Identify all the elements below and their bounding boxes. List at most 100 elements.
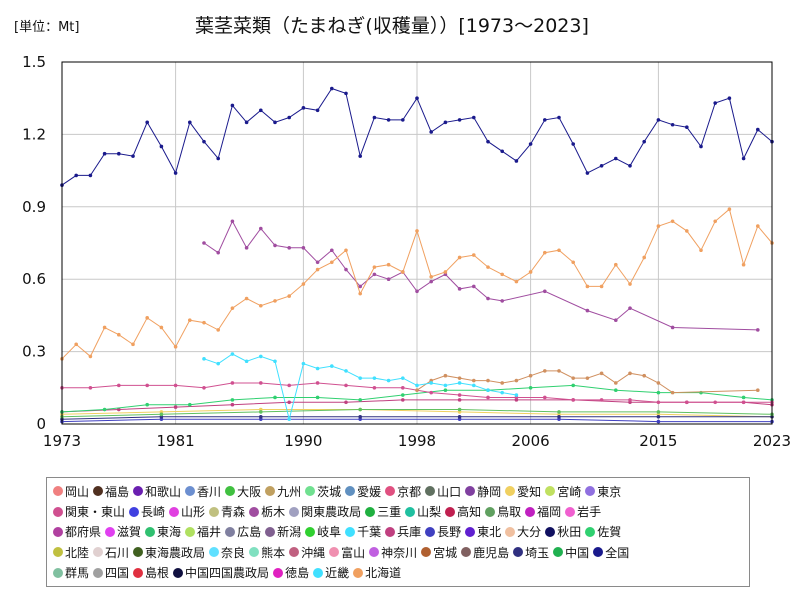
data-point xyxy=(756,127,760,132)
legend-label: 中国 xyxy=(565,545,590,560)
data-point xyxy=(599,371,604,376)
legend-label: 山口 xyxy=(437,484,462,499)
legend-row: 関東・東山 長崎 山形 青森 栃木 関東農政局 三重 山梨 高知 鳥取 福岡 岩手 xyxy=(53,501,749,521)
data-point xyxy=(102,325,107,330)
data-point xyxy=(486,296,490,301)
legend-item: 関東・東山 xyxy=(53,503,125,520)
legend-item: 奈良 xyxy=(209,544,245,561)
data-point xyxy=(699,144,703,149)
data-point xyxy=(259,414,263,419)
legend-item: 和歌山 xyxy=(133,483,181,500)
legend-marker-icon xyxy=(185,486,196,497)
data-point xyxy=(202,139,206,144)
data-point xyxy=(543,395,547,400)
data-point xyxy=(244,120,249,125)
data-point xyxy=(429,274,434,279)
legend-marker-icon xyxy=(273,567,284,578)
data-point xyxy=(429,130,434,134)
data-point xyxy=(571,383,575,388)
data-point xyxy=(472,284,476,289)
data-point xyxy=(401,398,405,402)
legend-marker-icon xyxy=(265,526,276,537)
legend-label: 石川 xyxy=(105,545,130,560)
legend-label: 大分 xyxy=(517,525,542,540)
data-point xyxy=(273,120,277,125)
series-栃木 xyxy=(202,219,760,332)
legend-item: 千葉 xyxy=(345,523,381,540)
data-point xyxy=(244,359,249,364)
legend-marker-icon xyxy=(445,506,456,517)
legend-label: 長野 xyxy=(437,525,462,540)
x-tick-label: 1990 xyxy=(284,432,322,450)
legend-item: 栃木 xyxy=(249,503,285,520)
legend-item: 熊本 xyxy=(249,544,285,561)
legend-label: 群馬 xyxy=(65,566,90,581)
chart-title: 葉茎菜類（たまねぎ(収穫量））[1973～2023] xyxy=(195,15,589,37)
legend-label: 岐阜 xyxy=(317,525,342,540)
data-point xyxy=(230,381,235,385)
data-point xyxy=(358,376,363,380)
data-point xyxy=(457,118,462,122)
data-point xyxy=(585,284,590,289)
legend-label: 奈良 xyxy=(221,545,246,560)
series-千葉 xyxy=(202,352,519,421)
data-point xyxy=(372,265,377,269)
legend-item: 大分 xyxy=(505,523,541,540)
data-point xyxy=(443,383,448,388)
y-tick-label: 1.2 xyxy=(22,125,46,143)
data-point xyxy=(457,376,462,380)
data-point xyxy=(457,393,462,397)
data-point xyxy=(131,154,135,158)
data-point xyxy=(670,122,675,127)
data-point xyxy=(543,250,547,255)
legend-label: 青森 xyxy=(221,505,246,520)
legend-marker-icon xyxy=(313,567,324,578)
data-point xyxy=(699,248,703,253)
data-point xyxy=(145,402,149,407)
legend-label: 福岡 xyxy=(537,505,562,520)
legend-marker-icon xyxy=(369,547,380,558)
data-point xyxy=(571,398,575,402)
data-point xyxy=(628,306,632,310)
data-point xyxy=(670,325,675,330)
data-point xyxy=(642,139,646,144)
legend-marker-icon xyxy=(173,567,184,578)
legend-label: 栃木 xyxy=(261,505,286,520)
legend-item: 徳島 xyxy=(273,564,309,581)
data-point xyxy=(571,260,575,265)
data-point xyxy=(614,318,618,323)
legend-item: 静岡 xyxy=(465,483,501,500)
legend-label: 北陸 xyxy=(65,545,90,560)
data-point xyxy=(145,120,149,125)
series-全国 xyxy=(60,86,774,187)
legend-marker-icon xyxy=(505,486,516,497)
legend-row: 北陸 石川 東海農政局 奈良 熊本 沖縄 富山 神奈川 宮城 鹿児島 埼玉 中国 全国 xyxy=(53,542,749,562)
legend-item: 佐賀 xyxy=(585,523,621,540)
data-point xyxy=(415,229,419,233)
data-point xyxy=(571,142,575,146)
legend-item: 山形 xyxy=(169,503,205,520)
data-point xyxy=(287,246,292,250)
legend-item: 香川 xyxy=(185,483,221,500)
x-tick-label: 1998 xyxy=(398,432,436,450)
data-point xyxy=(415,96,419,100)
data-point xyxy=(429,279,434,284)
legend-marker-icon xyxy=(385,526,396,537)
data-point xyxy=(443,373,448,378)
data-point xyxy=(372,376,377,380)
data-point xyxy=(386,262,391,267)
data-point xyxy=(557,369,561,373)
data-point xyxy=(202,320,206,325)
legend-label: 東北 xyxy=(477,525,502,540)
data-point xyxy=(543,118,547,122)
data-point xyxy=(656,419,661,424)
data-point xyxy=(628,398,632,402)
data-point xyxy=(656,390,661,395)
data-point xyxy=(500,149,505,154)
data-point xyxy=(74,173,78,178)
legend-item: 全国 xyxy=(593,544,629,561)
data-point xyxy=(344,369,348,373)
data-point xyxy=(614,262,618,267)
data-point xyxy=(514,378,519,383)
legend-marker-icon xyxy=(53,547,63,558)
